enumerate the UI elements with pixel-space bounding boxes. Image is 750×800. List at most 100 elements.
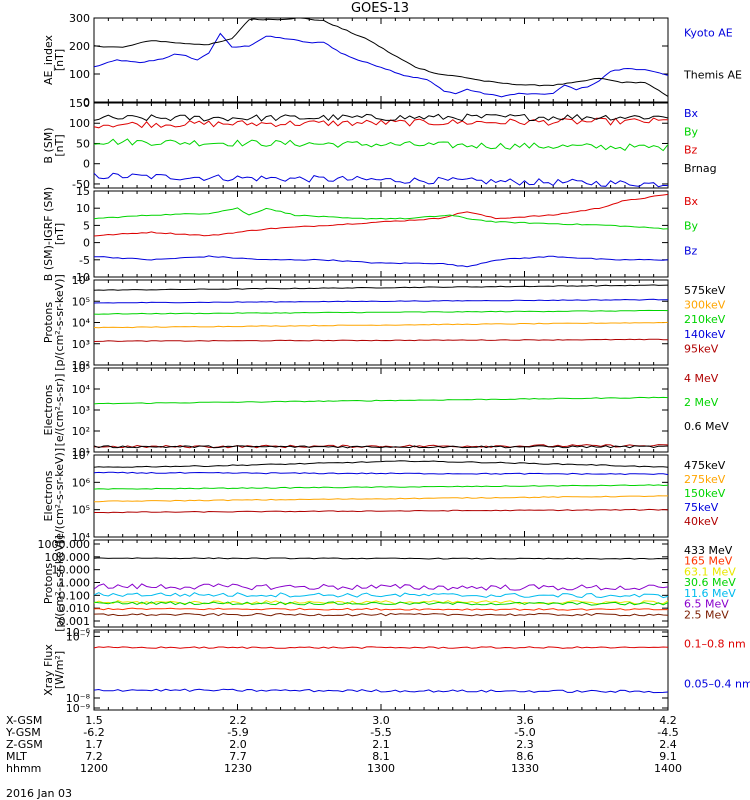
panel-frame	[93, 279, 669, 366]
series-line-brnag	[93, 113, 669, 122]
x-axis-value: 4.2	[659, 714, 677, 727]
y-axis-label: Xray Flux	[42, 644, 55, 696]
legend-entry: 475keV	[684, 459, 726, 472]
y-tick-label: 100	[69, 68, 90, 81]
legend-entry: 40keV	[684, 515, 719, 528]
y-axis-label: [p/(cm²-s-sr-keV)]	[53, 535, 66, 632]
y-axis-label: Electrons	[42, 470, 55, 521]
y-tick-label: 0	[83, 158, 90, 171]
series-line-275kev	[93, 495, 668, 503]
series-line-575kev	[93, 284, 669, 291]
y-axis-label: Protons	[42, 563, 55, 604]
legend-entry: 63.1 MeV	[684, 565, 736, 578]
y-axis-label: [p/(cm²-s-sr-keV)]	[53, 274, 66, 371]
series-line-6-5-mev	[93, 583, 669, 591]
legend-entry: Bx	[684, 107, 699, 120]
y-axis-label: Protons	[42, 302, 55, 343]
legend-entry: Themis AE	[683, 68, 742, 81]
y-axis-label: [e/(cm²-s-sr)]	[53, 374, 66, 447]
legend-entry: Bz	[684, 244, 698, 257]
x-axis-value: 2.2	[229, 714, 247, 727]
y-tick-label: 1.000	[59, 577, 91, 590]
legend-entry: 275keV	[684, 473, 726, 486]
y-tick-label: 150	[69, 97, 90, 110]
legend-entry: 575keV	[684, 284, 726, 297]
x-axis-value: 1400	[654, 762, 682, 775]
series-line-2-5-mev	[93, 612, 669, 617]
panel-xray: 10⁻⁹10⁻⁸ 10⁻⁷10⁻⁶ Xray Flux[W/m²] 0.1–0.8 n…	[42, 626, 750, 715]
x-axis-value: 2.3	[516, 738, 534, 751]
y-tick-label: 10⁻⁶	[66, 626, 91, 639]
y-axis-label: [nT]	[53, 223, 66, 245]
legend-entry: 210keV	[684, 313, 726, 326]
legend-entry: 433 MeV	[684, 544, 733, 557]
x-axis-value: -5.5	[370, 726, 391, 739]
legend-entry: 300keV	[684, 299, 726, 312]
x-axis-value: 1.7	[85, 738, 103, 751]
y-tick-label: 300	[69, 12, 90, 25]
series-line-bx	[93, 172, 669, 188]
y-tick-label: -10	[72, 271, 90, 284]
legend-entry: Bx	[684, 195, 699, 208]
series-line-433-mev	[93, 557, 669, 560]
legend-entry: 140keV	[684, 328, 726, 341]
legend-entry: 11.6 MeV	[684, 587, 736, 600]
y-tick-label: -5	[79, 254, 90, 267]
x-axis-row-label: Y-GSM	[5, 726, 41, 739]
y-axis-label: B (SM)-IGRF (SM)	[42, 187, 55, 281]
legend-entry: 6.5 MeV	[684, 598, 729, 611]
x-axis-value: 1230	[224, 762, 252, 775]
x-axis-value: 1330	[511, 762, 539, 775]
legend-entry: Kyoto AE	[684, 26, 733, 39]
x-axis-value: 7.2	[85, 750, 103, 763]
legend-entry: 0.05–0.4 nm	[684, 678, 750, 691]
y-tick-label: 10⁻⁷	[66, 630, 90, 643]
series-line-0-1-0-8-nm	[93, 646, 669, 649]
legend-entry: 30.6 MeV	[684, 576, 736, 589]
legend-entry: 2.5 MeV	[684, 608, 729, 621]
legend-entry: Bz	[684, 144, 698, 157]
y-tick-label: 10⁴	[72, 317, 91, 330]
x-axis-value: -4.5	[657, 726, 678, 739]
legend-entry: By	[684, 125, 699, 138]
y-axis-label: Electrons	[42, 384, 55, 435]
y-axis-label: [W/m²]	[53, 651, 66, 689]
panel-elec_mev: 10¹ 10² 10³ 10⁴ 10⁵ Electrons[e/(cm²-s-sr)] 4 …	[42, 362, 729, 459]
series-line-bx	[93, 193, 669, 237]
series-line-40kev	[94, 508, 669, 514]
legend-entry: 4 MeV	[684, 372, 719, 385]
y-tick-label: 10⁷	[72, 449, 90, 462]
series-line-210kev	[93, 309, 669, 315]
series-line-0-05-0-4-nm	[93, 688, 669, 694]
x-axis-row-label: X-GSM	[6, 714, 42, 727]
y-axis-label: B (SM)	[42, 127, 55, 163]
y-tick-label: 1000.000	[38, 538, 91, 551]
x-axis-value: 9.1	[659, 750, 677, 763]
y-tick-label: 10⁴	[72, 531, 91, 544]
y-tick-label: 10⁵	[72, 362, 90, 375]
series-line-165-mev	[93, 607, 668, 611]
series-line-75kev	[93, 471, 669, 476]
y-tick-label: 10²	[72, 359, 90, 372]
y-tick-label: 0	[83, 96, 90, 109]
panel-protons_mev: 0.0010.0100.1001.00010.000100.0001000.00…	[38, 535, 737, 632]
series-line-2-mev	[93, 396, 669, 405]
x-axis-value: 8.6	[516, 750, 534, 763]
legend-entry: 165 MeV	[684, 555, 733, 568]
y-tick-label: 50	[76, 137, 90, 150]
y-tick-label: 10⁻⁸	[66, 692, 91, 705]
series-line-300kev	[93, 321, 669, 329]
x-axis-value: 3.6	[516, 714, 534, 727]
panel-frame	[93, 629, 669, 711]
x-axis-value: -6.2	[83, 726, 104, 739]
y-tick-label: 10²	[72, 425, 90, 438]
series-line-bz	[93, 255, 669, 268]
plot-title: GOES-13	[351, 1, 409, 16]
series-line-themis-ae	[93, 17, 669, 97]
series-line-11-6-mev	[93, 592, 669, 599]
y-tick-label: 10⁻⁹	[66, 702, 90, 715]
panel-protons: 10² 10³ 10⁴ 10⁵ 10⁶ Protons[p/(cm²-s-sr-keV)]…	[42, 274, 726, 372]
legend-entry: 0.6 MeV	[684, 420, 729, 433]
x-axis-value: -5.0	[514, 726, 535, 739]
panel-frame	[93, 367, 669, 453]
